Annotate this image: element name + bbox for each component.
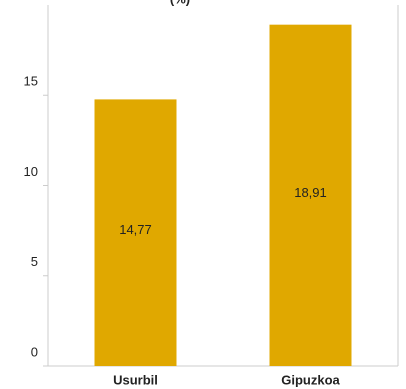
y-axis: 0 5 10 15	[24, 74, 48, 367]
data-label: 18,91	[294, 185, 327, 200]
data-label: 14,77	[119, 222, 152, 237]
chart-title-fragment: (%)	[170, 0, 190, 6]
bar-gipuzkoa	[269, 24, 352, 366]
bar-usurbil	[94, 99, 177, 367]
x-tick-label: Usurbil	[113, 372, 158, 387]
y-tick-label: 0	[31, 344, 38, 359]
y-tick-label: 5	[31, 254, 38, 269]
bars: 14,77 18,91	[94, 24, 352, 367]
y-tick-label: 10	[24, 164, 38, 179]
x-tick-label: Gipuzkoa	[281, 372, 340, 387]
x-axis: Usurbil Gipuzkoa	[113, 372, 340, 387]
y-tick-label: 15	[24, 74, 38, 89]
